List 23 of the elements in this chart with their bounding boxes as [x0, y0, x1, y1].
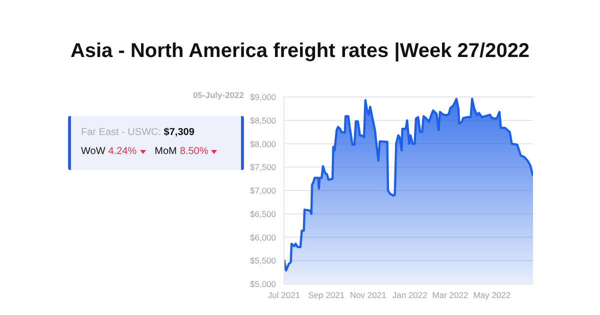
y-tick-label: $7,000 — [250, 186, 276, 196]
y-tick-label: $6,000 — [250, 232, 276, 242]
y-tick-label: $9,000 — [250, 92, 276, 102]
x-tick-label: Nov 2021 — [350, 290, 387, 300]
y-tick-label: $8,000 — [250, 138, 276, 149]
chart-title: Asia - North America freight rates |Week 27/2022 — [69, 40, 531, 63]
text: $7,309 — [164, 127, 194, 138]
y-tick-label: $5,500 — [250, 256, 276, 266]
text: Far East - USWC: — [81, 127, 162, 138]
y-tick-label: $8,500 — [250, 115, 276, 126]
text: WoW — [81, 146, 106, 157]
y-tick-label: $6,500 — [250, 208, 276, 219]
text: 8.50% — [180, 146, 208, 157]
y-tick-label: $7,500 — [250, 162, 276, 172]
text: 05-July-2022 — [192, 90, 244, 100]
text: 4.24% — [108, 146, 137, 157]
x-tick-label: May 2022 — [473, 290, 511, 300]
x-tick-label: Sep 2021 — [308, 290, 345, 300]
text: MoM — [154, 146, 177, 157]
x-tick-label: Jan 2022 — [392, 290, 428, 300]
y-tick-label: $5,000 — [250, 279, 276, 290]
x-tick-label: Jul 2021 — [268, 290, 300, 300]
x-tick-label: Mar 2022 — [432, 290, 468, 300]
